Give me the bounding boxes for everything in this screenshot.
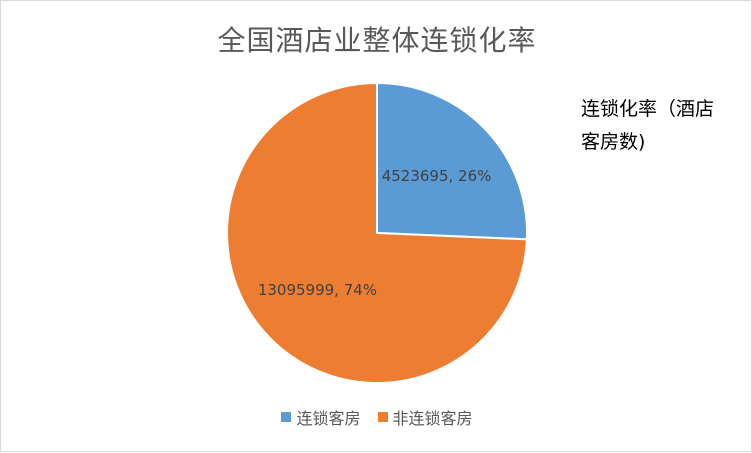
- legend-item-chain: 连锁客房: [281, 405, 360, 429]
- legend-item-non-chain: 非连锁客房: [377, 405, 473, 429]
- legend-swatch-chain: [281, 412, 292, 422]
- data-label-non-chain: 13095999, 74%: [258, 281, 377, 299]
- data-label-chain: 4523695, 26%: [382, 167, 492, 185]
- legend-label-chain: 连锁客房: [296, 409, 361, 428]
- legend-swatch-non-chain: [377, 412, 388, 422]
- chart-title: 全国酒店业整体连锁化率: [217, 24, 537, 57]
- legend: 连锁客房 非连锁客房: [1, 405, 752, 429]
- legend-label-non-chain: 非连锁客房: [392, 409, 473, 428]
- data-labels: 4523695, 26% 13095999, 74%: [258, 167, 492, 299]
- pie-slices: [226, 81, 528, 384]
- slice-chain: [376, 81, 528, 241]
- series-name-label: 连锁化率（酒店客房数): [581, 98, 715, 153]
- slice-non-chain: [226, 81, 528, 384]
